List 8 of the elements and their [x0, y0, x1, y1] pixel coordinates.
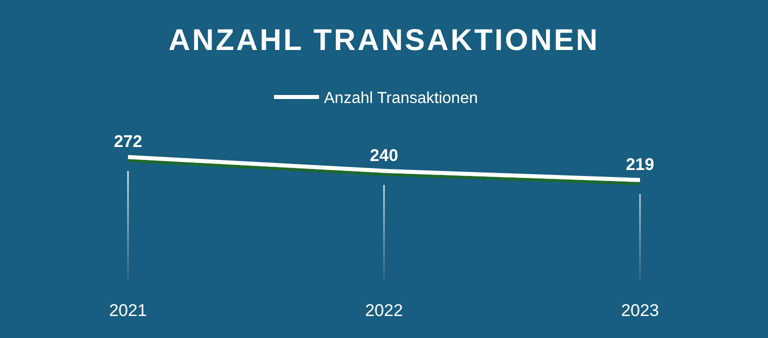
- data-label: 272: [114, 132, 142, 151]
- chart-title: ANZAHL TRANSAKTIONEN: [168, 24, 600, 57]
- legend-label: Anzahl Transaktionen: [324, 90, 478, 107]
- data-label: 219: [626, 154, 654, 174]
- x-tick-label: 2022: [365, 301, 403, 320]
- x-tick-label: 2023: [621, 301, 659, 320]
- data-label: 240: [370, 146, 398, 165]
- x-tick-label: 2021: [109, 301, 147, 320]
